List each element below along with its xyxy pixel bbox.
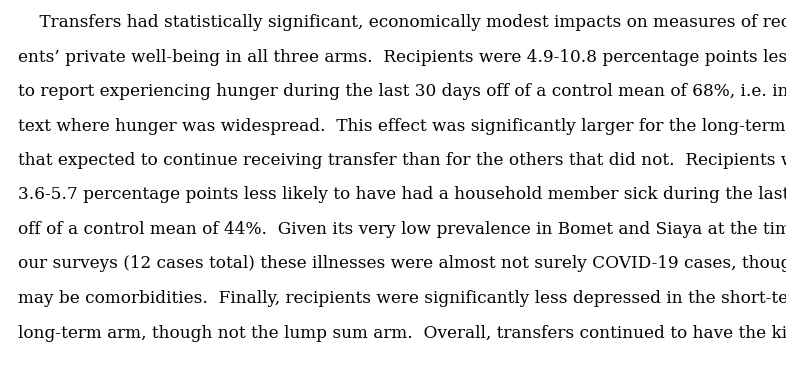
Text: 3.6-5.7 percentage points less likely to have had a household member sick during: 3.6-5.7 percentage points less likely to…: [18, 187, 786, 204]
Text: our surveys (12 cases total) these illnesses were almost not surely COVID-19 cas: our surveys (12 cases total) these illne…: [18, 255, 786, 272]
Text: may be comorbidities.  Finally, recipients were significantly less depressed in : may be comorbidities. Finally, recipient…: [18, 290, 786, 307]
Text: that expected to continue receiving transfer than for the others that did not.  : that expected to continue receiving tran…: [18, 152, 786, 169]
Text: off of a control mean of 44%.  Given its very low prevalence in Bomet and Siaya : off of a control mean of 44%. Given its …: [18, 221, 786, 238]
Text: text where hunger was widespread.  This effect was significantly larger for the : text where hunger was widespread. This e…: [18, 117, 786, 134]
Text: to report experiencing hunger during the last 30 days off of a control mean of 6: to report experiencing hunger during the…: [18, 83, 786, 100]
Text: Transfers had statistically significant, economically modest impacts on measures: Transfers had statistically significant,…: [18, 14, 786, 31]
Text: ents’ private well-being in all three arms.  Recipients were 4.9-10.8 percentage: ents’ private well-being in all three ar…: [18, 49, 786, 66]
Text: long-term arm, though not the lump sum arm.  Overall, transfers continued to hav: long-term arm, though not the lump sum a…: [18, 325, 786, 342]
